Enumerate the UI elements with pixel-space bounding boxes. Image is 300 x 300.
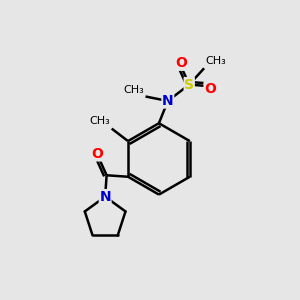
Text: O: O — [204, 82, 216, 96]
Text: CH₃: CH₃ — [89, 116, 110, 126]
Text: S: S — [184, 78, 194, 92]
Text: O: O — [91, 147, 103, 161]
Text: N: N — [162, 94, 174, 108]
Text: CH₃: CH₃ — [206, 56, 226, 66]
Text: N: N — [99, 190, 111, 204]
Text: CH₃: CH₃ — [123, 85, 144, 95]
Text: O: O — [175, 56, 187, 70]
